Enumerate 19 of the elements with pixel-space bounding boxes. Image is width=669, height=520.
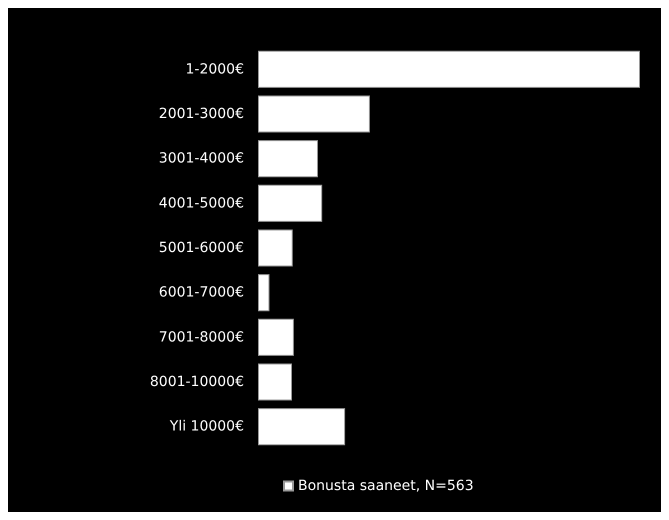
bar <box>258 50 640 88</box>
legend-label: Bonusta saaneet, N=563 <box>298 478 474 494</box>
bar <box>258 184 322 222</box>
bar <box>258 408 346 446</box>
y-tick-label: 4001-5000€ <box>158 195 244 212</box>
y-tick-label: 7001-8000€ <box>158 329 244 346</box>
y-tick-label: 8001-10000€ <box>150 374 244 390</box>
bar <box>258 363 292 401</box>
bar <box>258 229 293 267</box>
y-tick-label: 5001-6000€ <box>158 240 244 256</box>
bar <box>258 140 318 178</box>
bar <box>258 318 294 356</box>
y-tick-label: Yli 10000€ <box>168 418 244 435</box>
y-tick-label: 3001-4000€ <box>158 150 244 167</box>
bar <box>258 95 370 133</box>
y-tick-label: 1-2000€ <box>186 61 244 78</box>
bar <box>258 274 270 312</box>
y-tick-label: 2001-3000€ <box>158 106 244 122</box>
y-tick-label: 6001-7000€ <box>158 284 244 301</box>
